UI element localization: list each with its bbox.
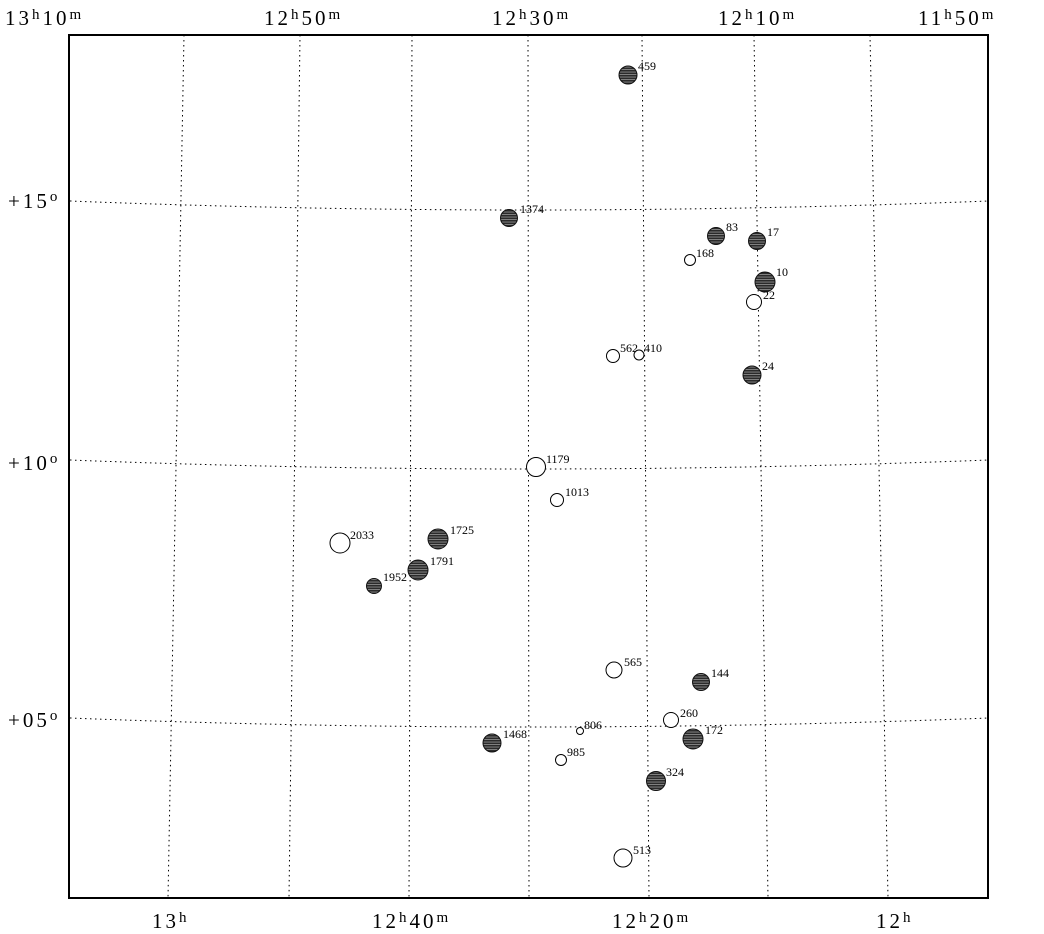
ra-tick-label: 12h40m [372, 909, 451, 933]
object-marker[interactable]: 410 [633, 341, 662, 361]
object-label: 1468 [503, 727, 527, 741]
object-label: 562 [620, 341, 638, 355]
open-marker [555, 754, 567, 766]
object-label: 1179 [546, 452, 570, 466]
object-label: 410 [644, 341, 662, 355]
filled-marker [366, 578, 382, 594]
open-marker [613, 848, 633, 868]
object-marker[interactable]: 24 [742, 359, 774, 385]
object-marker[interactable]: 1374 [500, 202, 545, 227]
open-marker [526, 457, 546, 477]
object-label: 1725 [450, 523, 474, 537]
open-marker [746, 294, 762, 310]
filled-marker [427, 528, 449, 550]
bottom-axis-labels: 13h 12h40m 12h20m 12h [152, 909, 914, 933]
object-label: 10 [776, 265, 788, 279]
filled-marker [754, 271, 776, 293]
filled-marker [618, 65, 638, 85]
object-label: 806 [584, 718, 602, 732]
object-label: 1013 [565, 485, 589, 499]
filled-marker [692, 673, 710, 691]
dec-tick-label: +15o [8, 189, 60, 213]
filled-marker [707, 227, 725, 245]
open-marker [684, 254, 696, 266]
object-marker[interactable]: 985 [555, 745, 586, 766]
ra-tick-label: 12h50m [264, 6, 343, 30]
object-label: 565 [624, 655, 642, 669]
filled-marker [742, 365, 762, 385]
open-marker [576, 727, 584, 735]
object-label: 2033 [350, 528, 374, 542]
dec-tick-label: +10o [8, 451, 60, 475]
object-markers: 459 1374 83 17 168 10 22 562 [329, 59, 788, 868]
object-marker[interactable]: 562 [606, 341, 639, 363]
ra-tick-label: 12h30m [492, 6, 571, 30]
filled-marker [407, 559, 429, 581]
ra-tick-label: 13h10m [5, 6, 84, 30]
dec-tick-label: +05o [8, 708, 60, 732]
object-marker[interactable]: 1013 [550, 485, 590, 507]
object-label: 1952 [383, 570, 407, 584]
object-marker[interactable]: 10 [754, 265, 788, 293]
meridian-line [641, 34, 650, 899]
open-marker [329, 532, 351, 554]
object-marker[interactable]: 1725 [427, 523, 474, 550]
object-label: 513 [633, 843, 651, 857]
object-label: 144 [711, 666, 729, 680]
object-label: 985 [567, 745, 585, 759]
object-marker[interactable]: 1952 [366, 570, 408, 594]
open-marker [663, 712, 679, 728]
object-marker[interactable]: 1179 [526, 452, 570, 477]
object-label: 260 [680, 706, 698, 720]
object-marker[interactable]: 806 [576, 718, 603, 735]
object-marker[interactable]: 565 [605, 655, 642, 679]
filled-marker [682, 728, 704, 750]
object-label: 324 [666, 765, 684, 779]
filled-marker [500, 209, 518, 227]
object-label: 83 [726, 220, 738, 234]
object-label: 1791 [430, 554, 454, 568]
object-marker[interactable]: 513 [613, 843, 651, 868]
meridian-line [869, 34, 889, 899]
object-label: 17 [767, 225, 779, 239]
object-label: 168 [696, 246, 714, 260]
object-marker[interactable]: 459 [618, 59, 656, 85]
object-marker[interactable]: 172 [682, 723, 723, 750]
object-marker[interactable]: 1468 [482, 727, 527, 753]
object-marker[interactable]: 260 [663, 706, 699, 728]
filled-marker [646, 771, 666, 791]
object-marker[interactable]: 22 [746, 288, 776, 310]
meridian-line [167, 34, 185, 899]
object-marker[interactable]: 17 [748, 225, 780, 250]
filled-marker [482, 733, 502, 753]
object-marker[interactable]: 83 [707, 220, 739, 245]
object-label: 24 [762, 359, 774, 373]
object-label: 22 [763, 288, 775, 302]
top-axis-labels: 13h10m 12h50m 12h30m 12h10m 11h50m [5, 6, 996, 30]
ra-tick-label: 12h [876, 909, 914, 933]
open-marker [605, 661, 623, 679]
object-marker[interactable]: 2033 [329, 528, 374, 554]
open-marker [633, 349, 645, 361]
open-marker [550, 493, 564, 507]
object-marker[interactable]: 324 [646, 765, 685, 791]
ra-tick-label: 12h20m [612, 909, 691, 933]
object-label: 172 [705, 723, 723, 737]
open-marker [606, 349, 620, 363]
ra-tick-label: 12h10m [718, 6, 797, 30]
left-axis-labels: +15o +10o +05o [8, 189, 60, 732]
meridian-line [408, 34, 413, 899]
object-label: 459 [638, 59, 656, 73]
ra-tick-label: 13h [152, 909, 190, 933]
object-marker[interactable]: 144 [692, 666, 730, 691]
object-marker[interactable]: 168 [684, 246, 715, 266]
object-marker[interactable]: 1791 [407, 554, 454, 581]
filled-marker [748, 232, 766, 250]
map-frame [68, 34, 989, 899]
ra-tick-label: 11h50m [918, 6, 996, 30]
object-label: 1374 [520, 202, 544, 216]
